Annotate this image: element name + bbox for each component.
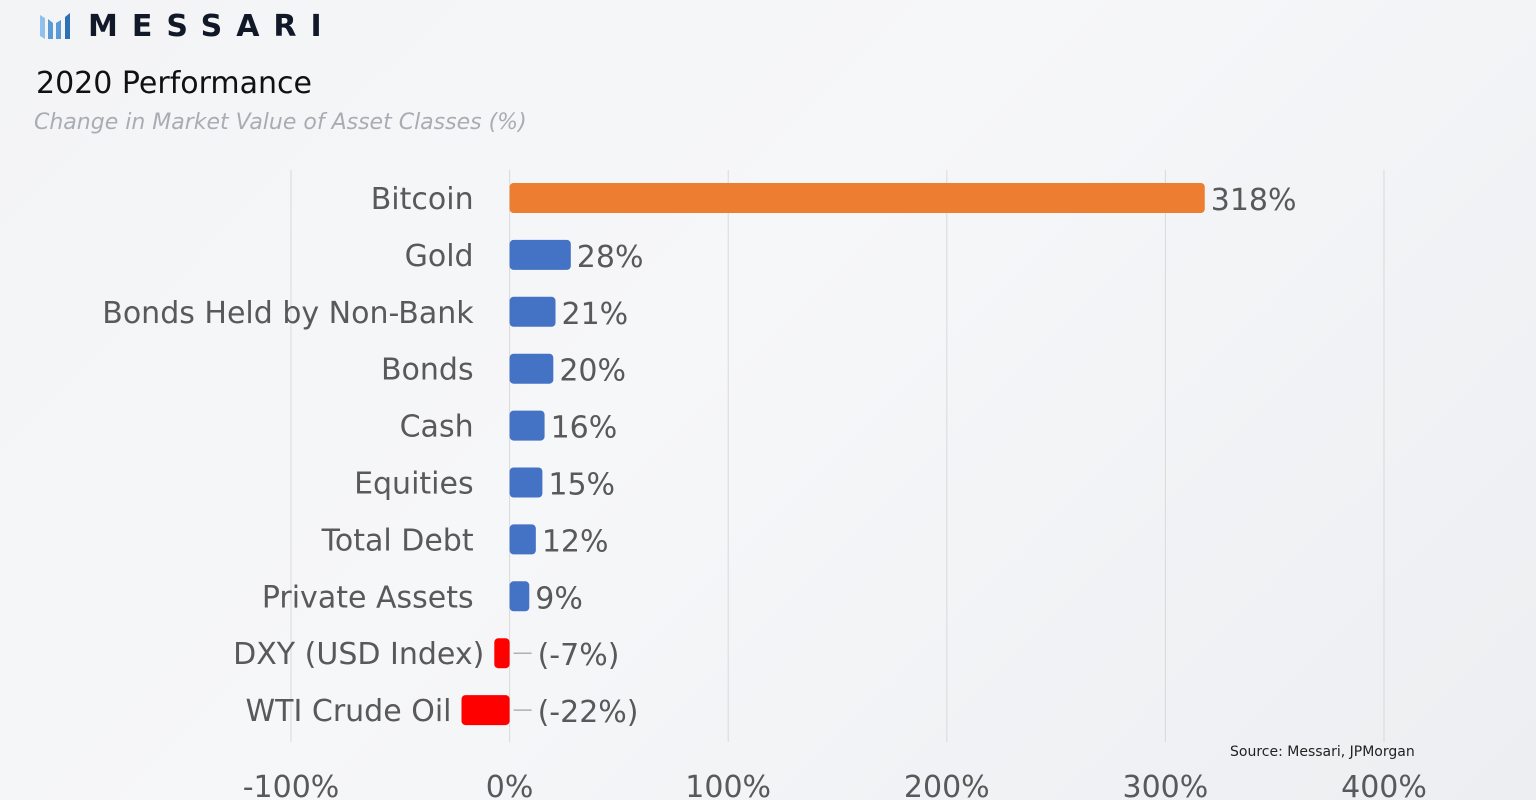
bar: [509, 183, 1205, 213]
x-tick-label: -100%: [243, 770, 340, 800]
data-label: 20%: [559, 354, 626, 389]
category-label: Cash: [400, 410, 474, 445]
bar: [461, 695, 510, 726]
x-tick-label: 300%: [1123, 770, 1209, 800]
brand: MESSARI: [38, 8, 336, 44]
category-label: Bitcoin: [371, 182, 474, 217]
x-tick-label: 100%: [685, 770, 771, 800]
messari-m-icon: [40, 13, 70, 39]
x-axis-ticks: -100% 0% 100% 200% 300% 400%: [243, 770, 1427, 800]
data-label: 21%: [562, 297, 629, 332]
x-tick-label: 200%: [904, 770, 990, 800]
category-label: WTI Crude Oil: [246, 694, 452, 729]
chart-subtitle: Change in Market Value of Asset Classes …: [34, 110, 527, 135]
data-label: 16%: [551, 411, 618, 446]
category-label: Total Debt: [321, 523, 474, 558]
category-label: Bonds: [381, 353, 474, 388]
category-label: Equities: [354, 467, 474, 502]
bar: [509, 353, 554, 384]
chart-title: 2020 Performance: [36, 66, 312, 101]
x-tick-label: 0%: [486, 770, 534, 800]
x-tick-label: 400%: [1341, 770, 1427, 800]
data-label: (-7%): [538, 638, 620, 673]
bar: [494, 638, 510, 669]
category-label: Gold: [405, 239, 474, 274]
source-note: Source: Messari, JPMorgan: [1230, 744, 1415, 760]
bar: [509, 581, 530, 612]
category-label: Private Assets: [262, 580, 474, 615]
data-labels: 318% 28% 21% 20% 16% 15% 12% 9% (-7%) (-22%): [535, 183, 1296, 730]
bar: [509, 296, 556, 327]
data-label: 9%: [535, 581, 583, 616]
category-labels: Bitcoin Gold Bonds Held by Non-Bank Bonds Ca…: [102, 182, 484, 729]
category-label: Bonds Held by Non-Bank: [102, 296, 474, 331]
bar: [509, 410, 545, 441]
data-label: (-22%): [538, 695, 639, 730]
bar: [509, 239, 571, 270]
data-label: 12%: [542, 524, 609, 559]
data-label: 28%: [577, 240, 644, 275]
bar: [509, 524, 536, 555]
category-label: DXY (USD Index): [233, 637, 484, 672]
bars: [461, 183, 1205, 726]
bar: [509, 467, 543, 498]
brand-name: MESSARI: [88, 8, 336, 44]
data-label: 15%: [548, 468, 615, 503]
data-label: 318%: [1211, 183, 1297, 218]
